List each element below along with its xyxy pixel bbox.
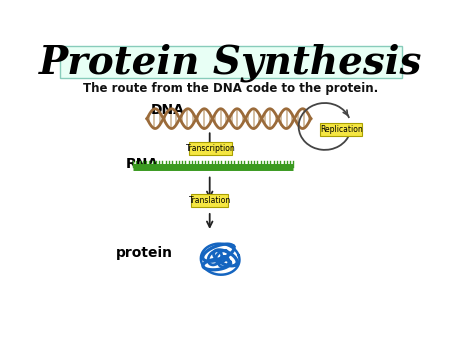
Text: Translation: Translation (189, 196, 231, 204)
Text: protein: protein (116, 246, 172, 260)
FancyBboxPatch shape (189, 142, 232, 154)
Text: Transcription: Transcription (186, 144, 235, 152)
FancyBboxPatch shape (60, 46, 401, 78)
FancyBboxPatch shape (320, 123, 362, 136)
Text: RNA: RNA (126, 157, 159, 171)
FancyBboxPatch shape (191, 194, 228, 207)
Text: Protein Synthesis: Protein Synthesis (39, 43, 422, 82)
Text: The route from the DNA code to the protein.: The route from the DNA code to the prote… (83, 82, 378, 95)
Text: DNA: DNA (150, 102, 184, 117)
Text: Replication: Replication (320, 125, 363, 134)
